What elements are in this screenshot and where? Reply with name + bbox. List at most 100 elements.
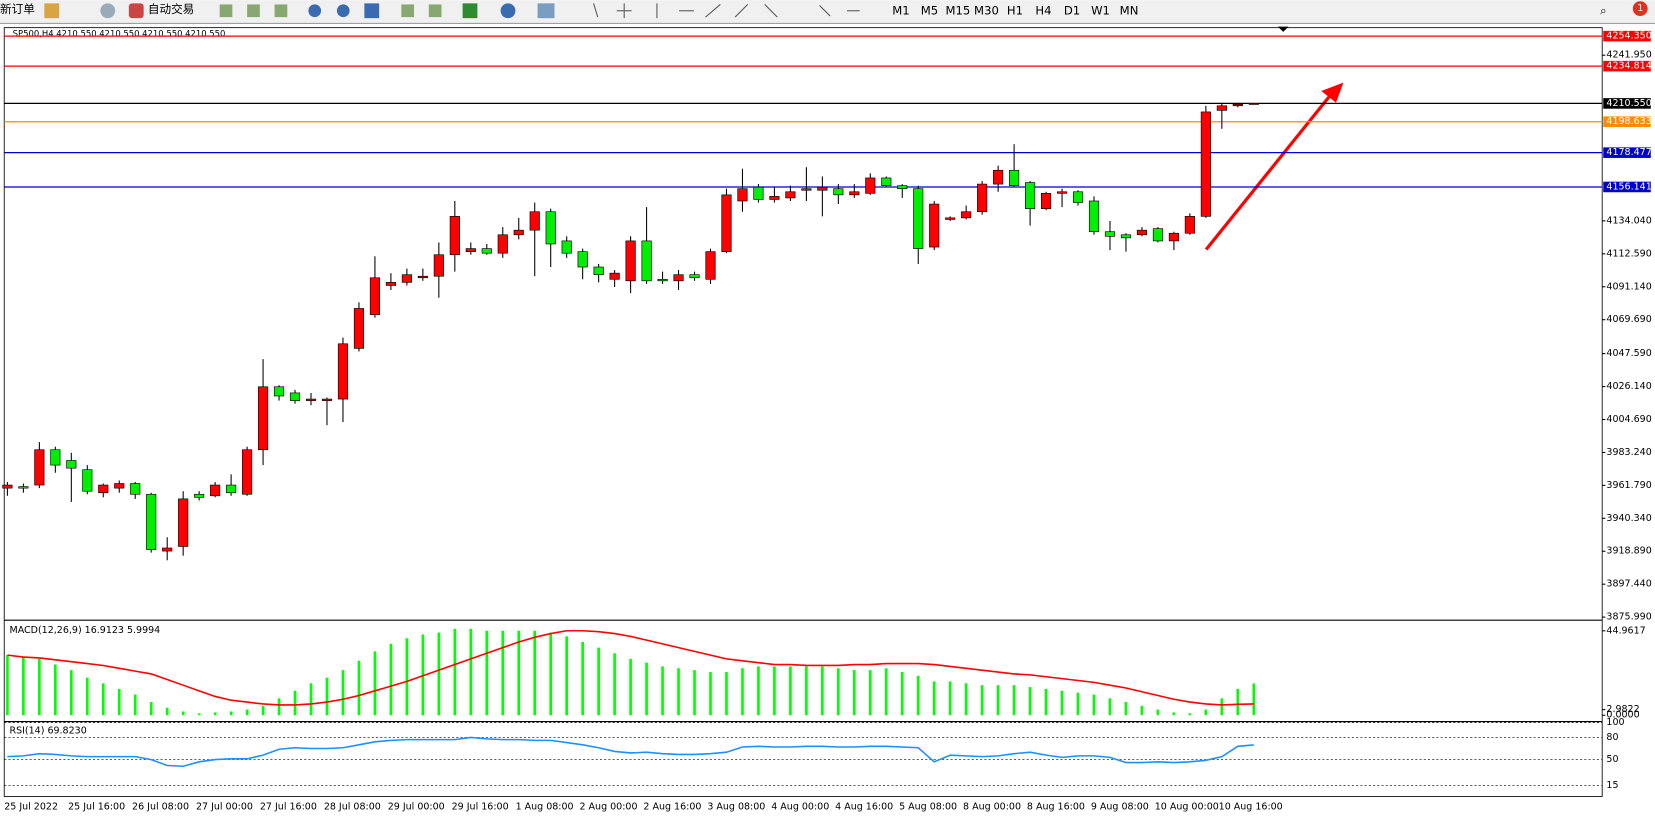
candle-body bbox=[1009, 169, 1020, 186]
candle-body bbox=[98, 484, 109, 494]
candle-body bbox=[114, 483, 125, 489]
x-tick-label: 9 Aug 08:00 bbox=[1091, 802, 1149, 813]
candle-body bbox=[162, 547, 173, 552]
level-label: 4254.350 bbox=[1606, 31, 1651, 42]
candle-body bbox=[1232, 103, 1243, 107]
candle-body bbox=[130, 483, 141, 495]
candle-body bbox=[337, 343, 349, 400]
candle-body bbox=[449, 216, 460, 256]
new-order-button[interactable]: 新订单 bbox=[0, 2, 35, 16]
x-tick-label: 25 Jul 16:00 bbox=[68, 802, 125, 813]
candle-body bbox=[1072, 191, 1084, 203]
candle-body bbox=[769, 196, 780, 200]
candle-body bbox=[961, 211, 972, 219]
candle-body bbox=[465, 248, 476, 252]
candle-body bbox=[721, 194, 732, 252]
timeframe-button[interactable]: D1 bbox=[1064, 3, 1080, 17]
tool-icons[interactable] bbox=[219, 3, 555, 19]
candle-body bbox=[2, 484, 13, 489]
icon[interactable] bbox=[100, 3, 116, 19]
level-label-bg bbox=[1603, 30, 1651, 42]
candle-body bbox=[369, 277, 380, 315]
candle-body bbox=[705, 251, 716, 280]
candle-body bbox=[993, 169, 1004, 185]
x-tick-label: 2 Aug 00:00 bbox=[579, 802, 637, 813]
candle-body bbox=[66, 460, 77, 469]
y-tick-label: 4241.950 bbox=[1606, 50, 1651, 61]
timeframe-button[interactable]: H4 bbox=[1035, 3, 1051, 17]
alert-badge[interactable] bbox=[1632, 1, 1648, 17]
candle-body bbox=[865, 177, 876, 194]
candle-body bbox=[945, 217, 956, 220]
candle-body bbox=[433, 254, 444, 277]
level-label-bg bbox=[1603, 98, 1651, 109]
candle-body bbox=[497, 234, 508, 254]
candle-body bbox=[1136, 229, 1148, 236]
y-tick-label: 2.9822 bbox=[1606, 704, 1639, 715]
candle-body bbox=[1056, 191, 1068, 194]
timeframe-button[interactable]: MN bbox=[1120, 3, 1139, 17]
rsi-title: RSI(14) 69.8230 bbox=[10, 726, 87, 737]
candle-body bbox=[881, 177, 892, 186]
candle-body bbox=[226, 484, 237, 494]
y-tick-label: 80 bbox=[1606, 732, 1618, 743]
candle-body bbox=[18, 486, 29, 489]
candle-body bbox=[833, 188, 844, 196]
auto-trading-button[interactable]: 自动交易 bbox=[148, 2, 194, 16]
candle-body bbox=[353, 308, 365, 349]
y-tick-label: 4069.690 bbox=[1606, 314, 1651, 325]
timeframe-button[interactable]: M1 bbox=[892, 3, 909, 17]
candle-body bbox=[321, 398, 333, 401]
x-tick-label: 8 Aug 00:00 bbox=[963, 802, 1021, 813]
level-label: 4210.550 bbox=[1606, 98, 1651, 109]
icon[interactable] bbox=[44, 3, 60, 19]
y-tick-label: 4004.690 bbox=[1606, 414, 1651, 425]
candle-body bbox=[577, 251, 588, 268]
candle-body bbox=[242, 449, 253, 495]
candle-body bbox=[289, 392, 301, 401]
x-tick-label: 27 Jul 16:00 bbox=[260, 802, 317, 813]
x-tick-label: 4 Aug 00:00 bbox=[771, 802, 829, 813]
timeframe-button[interactable]: M5 bbox=[921, 3, 938, 17]
candle-body bbox=[913, 188, 924, 249]
x-tick-label: 29 Jul 16:00 bbox=[452, 802, 509, 813]
candle-body bbox=[1041, 192, 1052, 209]
search-icon[interactable]: ⌕ bbox=[1600, 3, 1607, 17]
candle-body bbox=[657, 278, 668, 282]
candle-body bbox=[593, 266, 604, 276]
timeframe-button[interactable]: M30 bbox=[974, 3, 999, 17]
candle-body bbox=[194, 493, 205, 498]
y-tick-label: 44.9617 bbox=[1606, 625, 1645, 636]
level-label-bg bbox=[1603, 60, 1651, 72]
x-tick-label: 25 Jul 2022 bbox=[4, 802, 58, 813]
timeframe-button[interactable]: W1 bbox=[1091, 3, 1110, 17]
y-tick-label: 3940.340 bbox=[1606, 513, 1651, 524]
draw-tools[interactable] bbox=[593, 3, 860, 19]
y-tick-label: 4091.140 bbox=[1606, 281, 1651, 292]
rsi-line bbox=[7, 736, 1254, 768]
x-tick-label: 28 Jul 08:00 bbox=[324, 802, 381, 813]
timeframe-button[interactable]: M15 bbox=[946, 3, 971, 17]
candle-body bbox=[1200, 111, 1211, 217]
candle-body bbox=[1168, 232, 1179, 242]
candle-body bbox=[625, 240, 636, 282]
timeframe-button[interactable]: H1 bbox=[1007, 3, 1023, 17]
auto-trading-icon[interactable] bbox=[128, 3, 144, 19]
candle-body bbox=[210, 484, 221, 497]
alert-count: 1 bbox=[1637, 3, 1643, 14]
y-tick-label: 3875.990 bbox=[1606, 612, 1651, 623]
candle-body bbox=[1088, 200, 1100, 233]
level-label: 4198.633 bbox=[1606, 116, 1651, 127]
x-tick-label: 4 Aug 16:00 bbox=[835, 802, 893, 813]
y-tick-label: 3961.790 bbox=[1606, 480, 1651, 491]
x-tick-label: 5 Aug 08:00 bbox=[899, 802, 957, 813]
candle-body bbox=[737, 188, 748, 202]
candle-body bbox=[34, 449, 45, 486]
candle-body bbox=[785, 191, 796, 199]
candle-body bbox=[178, 498, 189, 547]
candle-body bbox=[481, 248, 492, 254]
candle-body bbox=[977, 183, 988, 213]
candle-body bbox=[849, 191, 860, 196]
candle-body bbox=[1120, 234, 1132, 239]
candle-body bbox=[641, 240, 652, 282]
